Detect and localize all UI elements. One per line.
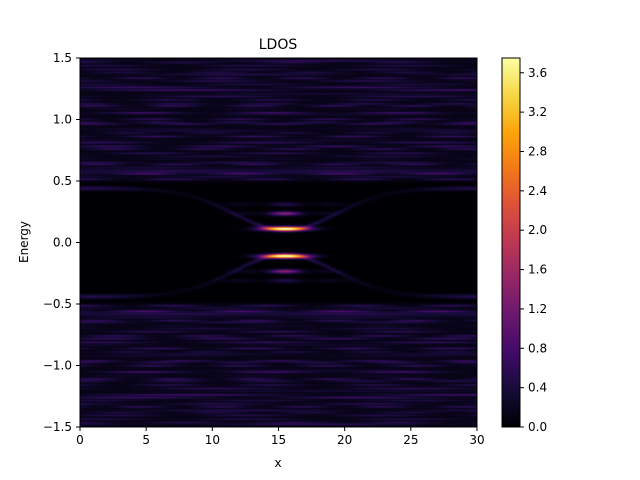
colorbar-tick-label: 2.8 xyxy=(528,144,547,158)
heatmap-area xyxy=(80,58,477,427)
x-tick-label: 25 xyxy=(403,433,418,447)
y-axis: −1.5 −1.0 −0.5 0.0 0.5 1.0 1.5 xyxy=(43,51,80,434)
y-axis-label: Energy xyxy=(17,221,31,263)
y-tick-label: −0.5 xyxy=(43,297,72,311)
colorbar-frame xyxy=(501,57,521,428)
colorbar-tick-label: 0.8 xyxy=(528,341,547,355)
heatmap-canvas xyxy=(80,58,477,427)
x-tick-label: 15 xyxy=(271,433,286,447)
colorbar-tick-label: 1.2 xyxy=(528,302,547,316)
y-tick-label: −1.5 xyxy=(43,420,72,434)
colorbar-tick-label: 2.0 xyxy=(528,223,547,237)
colorbar-tick-label: 3.6 xyxy=(528,66,547,80)
y-tick-label: 0.0 xyxy=(53,236,72,250)
colorbar-canvas xyxy=(502,58,520,427)
x-axis-label: x xyxy=(274,456,281,470)
y-tick-label: 0.5 xyxy=(53,174,72,188)
colorbar-area xyxy=(502,58,520,427)
y-tick-label: 1.0 xyxy=(53,113,72,127)
colorbar-axis: 0.0 0.4 0.8 1.2 1.6 2.0 2.4 2.8 3.2 3.6 xyxy=(520,66,547,434)
colorbar-tick-label: 0.4 xyxy=(528,381,547,395)
x-tick-label: 30 xyxy=(469,433,484,447)
chart-title: LDOS xyxy=(259,37,298,53)
y-tick-label: −1.0 xyxy=(43,359,72,373)
y-tick-label: 1.5 xyxy=(53,51,72,65)
x-tick-label: 0 xyxy=(76,433,84,447)
x-tick-label: 20 xyxy=(337,433,352,447)
colorbar-tick-label: 3.2 xyxy=(528,105,547,119)
x-tick-label: 10 xyxy=(205,433,220,447)
colorbar-tick-label: 1.6 xyxy=(528,263,547,277)
colorbar-tick-label: 0.0 xyxy=(528,420,547,434)
x-axis: 0 5 10 15 20 25 30 xyxy=(76,427,485,447)
x-tick-label: 5 xyxy=(142,433,150,447)
colorbar-tick-label: 2.4 xyxy=(528,184,547,198)
